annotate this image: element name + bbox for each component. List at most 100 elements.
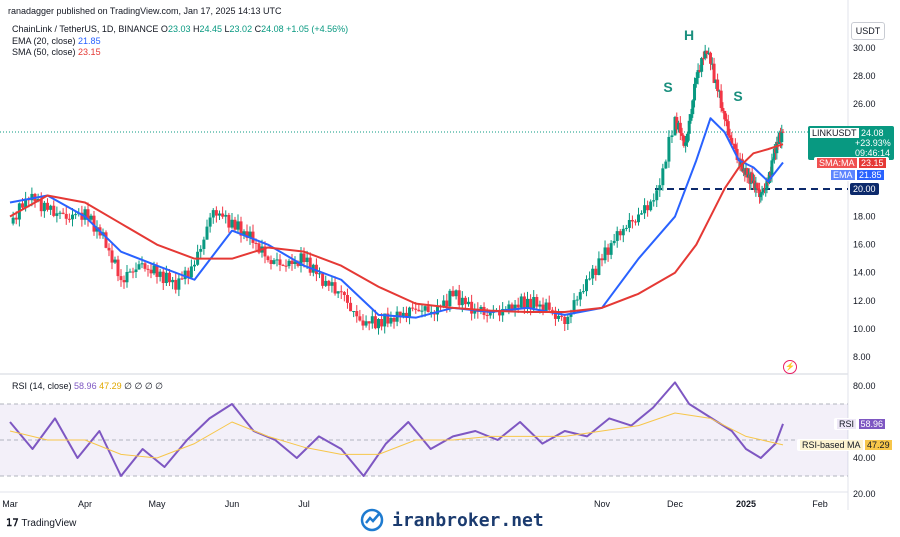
candle-body (578, 292, 582, 300)
candle-body (367, 321, 371, 324)
candle-body (442, 300, 446, 307)
time-tick-label: May (148, 499, 166, 509)
candle-body (113, 259, 117, 263)
candle-body (370, 316, 374, 324)
candle-body (726, 121, 730, 136)
lightning-icon[interactable]: ⚡ (783, 360, 797, 374)
rsi-tag-value: 58.96 (858, 419, 886, 429)
candle-body (21, 203, 24, 208)
candle-body (46, 202, 49, 210)
candle-body (687, 120, 691, 134)
pattern-head: H (683, 27, 695, 43)
candle-body (336, 291, 340, 294)
close-label: C (254, 24, 262, 34)
candle-body (696, 70, 700, 79)
candle-body (392, 317, 396, 322)
candle-body (770, 160, 774, 176)
price-tag-price: 24.08 (861, 128, 884, 138)
candle-body (164, 272, 168, 284)
change-value: +1.05 (+4.56%) (286, 24, 349, 34)
candle-body (735, 148, 739, 160)
candle-body (134, 269, 138, 272)
candle-body (318, 273, 322, 275)
candle-body (71, 214, 74, 220)
candle-body (767, 172, 771, 184)
rsi-tag-label: RSI (837, 419, 857, 429)
candle-body (761, 188, 765, 193)
indicator-lines-group (9, 117, 784, 477)
sma-line[interactable] (9, 143, 784, 314)
candle-body (137, 264, 141, 270)
candle-body (14, 217, 18, 220)
candle-body (299, 253, 303, 266)
candle-body (750, 172, 754, 184)
candle-body (199, 248, 203, 252)
candle-body (560, 315, 564, 317)
candle-body (254, 242, 258, 244)
candle-body (781, 131, 785, 133)
candle-body (445, 300, 449, 307)
ema-legend-value: 21.85 (78, 36, 101, 46)
candle-body (251, 231, 255, 243)
candle-body (691, 100, 695, 115)
price-tick-label: 28.00 (853, 71, 876, 81)
candle-body (386, 313, 390, 324)
candle-body (42, 202, 46, 212)
pattern-left-shoulder: S (663, 79, 673, 95)
candle-body (758, 189, 762, 198)
candle-body (67, 218, 71, 220)
candle-body (721, 108, 725, 112)
instrument-legend: ChainLink / TetherUS, 1D, BINANCE O23.03… (12, 24, 348, 34)
publisher-header: ranadagger published on TradingView.com,… (8, 6, 282, 16)
candle-body (116, 259, 120, 277)
price-tag-change: +23.93% (855, 138, 891, 148)
candle-body (305, 257, 309, 263)
candle-body (429, 311, 433, 313)
candle-body (532, 296, 536, 309)
time-tick-label: Jul (298, 499, 310, 509)
candle-body (609, 243, 613, 255)
candle-body (547, 302, 551, 310)
rsi-tag: RSI 58.96 (834, 418, 889, 430)
rsi-ma-tag: RSI-based MA 47.29 (797, 439, 895, 451)
candle-body (772, 148, 776, 160)
candle-body (684, 142, 688, 146)
candle-body (186, 270, 190, 278)
tradingview-logo[interactable]: 𝟣𝟩 TradingView (6, 518, 76, 529)
ema-line[interactable] (9, 117, 784, 319)
candle-body (398, 311, 402, 317)
ema-legend-label: EMA (20, close) (12, 36, 76, 46)
candle-body (646, 205, 650, 211)
candle-body (516, 304, 520, 308)
candle-body (180, 278, 184, 280)
rsi-legend-ma-value: 47.29 (99, 381, 122, 391)
candle-body (414, 308, 418, 310)
candle-body (177, 278, 181, 290)
candle-body (308, 257, 312, 273)
candle-body (401, 312, 405, 317)
candle-body (55, 213, 59, 216)
candle-body (771, 159, 775, 161)
candle-body (333, 282, 337, 294)
candle-body (745, 167, 749, 178)
candle-body (501, 308, 505, 316)
ema-legend: EMA (20, close) 21.85 (12, 36, 101, 46)
candle-body (513, 304, 517, 310)
candle-body (158, 271, 162, 277)
candle-body (664, 161, 668, 169)
candle-body (566, 316, 570, 324)
rsi-ma-line[interactable] (9, 412, 784, 459)
candle-body (218, 213, 221, 216)
candle-body (717, 90, 721, 92)
candle-body (600, 258, 604, 261)
candle-body (342, 292, 346, 295)
candle-body (330, 282, 334, 286)
candle-body (49, 205, 53, 210)
candle-body (760, 192, 764, 194)
rsi-line[interactable] (9, 381, 784, 477)
candle-body (214, 210, 218, 216)
candle-body (202, 239, 206, 249)
currency-button[interactable]: USDT (851, 22, 885, 40)
price-tick-label: 18.00 (853, 212, 876, 222)
